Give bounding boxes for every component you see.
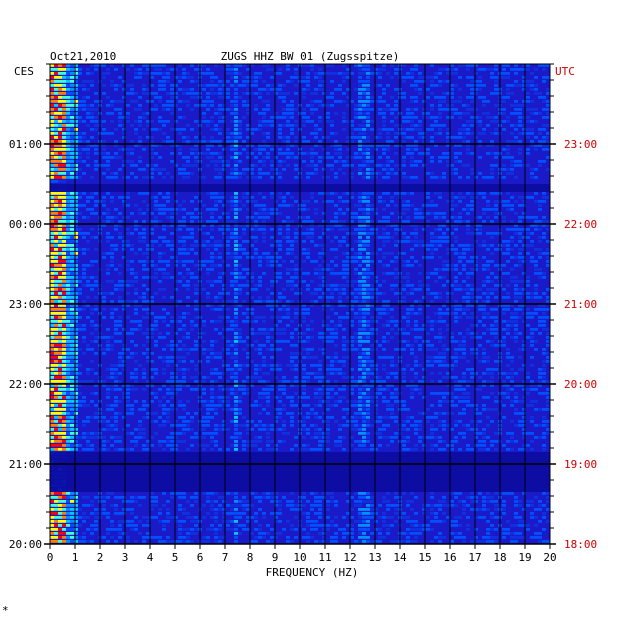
x-tick-label: 19 — [518, 551, 531, 564]
chart-date: Oct21,2010 — [50, 50, 116, 63]
x-tick-label: 0 — [47, 551, 54, 564]
x-tick-label: 2 — [97, 551, 104, 564]
x-tick-label: 8 — [247, 551, 254, 564]
x-tick-label: 14 — [393, 551, 407, 564]
right-hour-label: 20:00 — [564, 378, 597, 391]
x-tick-label: 10 — [293, 551, 306, 564]
x-tick-label: 12 — [343, 551, 356, 564]
left-hour-label: 23:00 — [9, 298, 42, 311]
x-axis-label: FREQUENCY (HZ) — [266, 566, 359, 579]
left-hour-label: 21:00 — [9, 458, 42, 471]
x-tick-label: 15 — [418, 551, 431, 564]
right-hour-label: 18:00 — [564, 538, 597, 551]
x-tick-label: 20 — [543, 551, 556, 564]
x-tick-label: 16 — [443, 551, 456, 564]
x-tick-label: 18 — [493, 551, 506, 564]
right-hour-label: 21:00 — [564, 298, 597, 311]
right-hour-label: 19:00 — [564, 458, 597, 471]
x-tick-label: 13 — [368, 551, 381, 564]
x-tick-label: 7 — [222, 551, 229, 564]
x-tick-label: 6 — [197, 551, 204, 564]
left-axis-label: CES — [14, 65, 34, 78]
footer-mark: * — [2, 604, 9, 617]
x-tick-label: 17 — [468, 551, 481, 564]
chart-title: ZUGS HHZ BW 01 (Zugsspitze) — [221, 50, 400, 63]
x-tick-label: 11 — [318, 551, 331, 564]
x-tick-label: 1 — [72, 551, 79, 564]
left-hour-label: 01:00 — [9, 138, 42, 151]
x-tick-label: 5 — [172, 551, 179, 564]
right-hour-label: 23:00 — [564, 138, 597, 151]
left-hour-label: 20:00 — [9, 538, 42, 551]
left-hour-label: 00:00 — [9, 218, 42, 231]
left-hour-label: 22:00 — [9, 378, 42, 391]
spectrogram-plot — [44, 63, 556, 545]
x-tick-label: 3 — [122, 551, 129, 564]
right-axis-label: UTC — [555, 65, 575, 78]
x-tick-label: 9 — [272, 551, 279, 564]
right-hour-label: 22:00 — [564, 218, 597, 231]
x-tick-label: 4 — [147, 551, 154, 564]
